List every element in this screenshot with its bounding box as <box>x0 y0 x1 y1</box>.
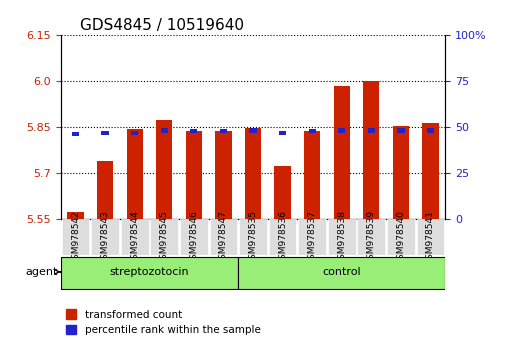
Bar <box>101 131 109 135</box>
Text: GSM978547: GSM978547 <box>219 210 227 265</box>
Bar <box>337 129 345 132</box>
Bar <box>190 129 197 133</box>
Bar <box>67 212 83 219</box>
Text: GSM978544: GSM978544 <box>130 210 139 264</box>
FancyBboxPatch shape <box>327 219 355 255</box>
Text: agent: agent <box>25 267 60 277</box>
Bar <box>422 123 438 219</box>
Text: GDS4845 / 10519640: GDS4845 / 10519640 <box>80 18 243 33</box>
Bar <box>396 129 404 132</box>
Text: GSM978546: GSM978546 <box>189 210 198 265</box>
Text: GSM978542: GSM978542 <box>71 210 80 264</box>
Bar <box>215 131 231 219</box>
Bar <box>72 132 79 136</box>
Bar <box>308 129 315 133</box>
Bar <box>244 128 261 219</box>
FancyBboxPatch shape <box>238 257 444 289</box>
FancyBboxPatch shape <box>416 219 443 255</box>
Bar <box>333 86 349 219</box>
Bar <box>160 129 168 132</box>
FancyBboxPatch shape <box>180 219 208 255</box>
FancyBboxPatch shape <box>386 219 414 255</box>
Bar <box>219 129 227 133</box>
Text: GSM978539: GSM978539 <box>366 210 375 265</box>
FancyBboxPatch shape <box>121 219 148 255</box>
FancyBboxPatch shape <box>357 219 384 255</box>
FancyBboxPatch shape <box>91 219 119 255</box>
Bar <box>278 131 286 135</box>
Bar <box>249 129 256 132</box>
Bar <box>426 129 433 132</box>
Bar <box>392 126 408 219</box>
Text: GSM978541: GSM978541 <box>425 210 434 265</box>
FancyBboxPatch shape <box>268 219 296 255</box>
FancyBboxPatch shape <box>239 219 266 255</box>
Text: GSM978536: GSM978536 <box>278 210 286 265</box>
FancyBboxPatch shape <box>150 219 178 255</box>
Bar <box>367 129 374 132</box>
Text: GSM978545: GSM978545 <box>160 210 169 265</box>
Text: streptozotocin: streptozotocin <box>110 267 189 277</box>
FancyBboxPatch shape <box>61 257 238 289</box>
Bar <box>363 81 379 219</box>
Bar <box>304 131 320 219</box>
Text: control: control <box>322 267 361 277</box>
Bar <box>185 131 201 219</box>
FancyBboxPatch shape <box>297 219 325 255</box>
Text: GSM978538: GSM978538 <box>336 210 345 265</box>
Legend: transformed count, percentile rank within the sample: transformed count, percentile rank withi… <box>66 309 260 335</box>
Text: GSM978543: GSM978543 <box>100 210 110 265</box>
Bar <box>97 161 113 219</box>
Bar <box>274 166 290 219</box>
Bar <box>156 120 172 219</box>
Text: GSM978537: GSM978537 <box>307 210 316 265</box>
Text: GSM978540: GSM978540 <box>395 210 405 265</box>
Text: GSM978535: GSM978535 <box>248 210 257 265</box>
Bar <box>131 131 138 135</box>
FancyBboxPatch shape <box>62 219 89 255</box>
Bar <box>126 129 142 219</box>
FancyBboxPatch shape <box>209 219 237 255</box>
